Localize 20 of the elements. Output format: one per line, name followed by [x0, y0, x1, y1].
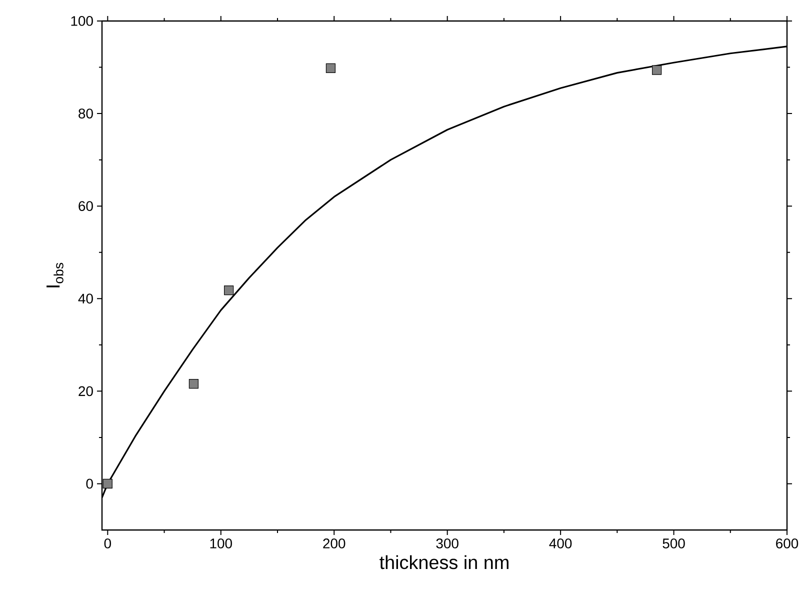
x-tick-label: 400	[549, 538, 572, 548]
y-axis-title: I$_{obs}$	[46, 262, 64, 288]
y-tick-label: 20	[78, 386, 93, 396]
x-tick-label: 100	[210, 538, 232, 548]
x-tick-label: 300	[436, 538, 458, 548]
point	[102, 478, 112, 489]
y-tick-label: 0	[86, 478, 93, 489]
x-tick-label: 500	[662, 538, 685, 548]
point	[188, 378, 199, 389]
x-tick-label: 200	[323, 538, 346, 548]
x-tick-label: 0	[104, 538, 112, 548]
y-tick-label: 100	[71, 16, 93, 26]
point	[652, 65, 662, 75]
y-tick-label: 60	[78, 201, 93, 212]
point	[224, 286, 234, 296]
point	[326, 63, 336, 73]
y-tick-label: 40	[78, 294, 93, 304]
x-axis-title: thickness in nm	[380, 555, 508, 570]
y-tick-label: 80	[78, 108, 93, 118]
x-tick-label: 600	[776, 538, 798, 548]
